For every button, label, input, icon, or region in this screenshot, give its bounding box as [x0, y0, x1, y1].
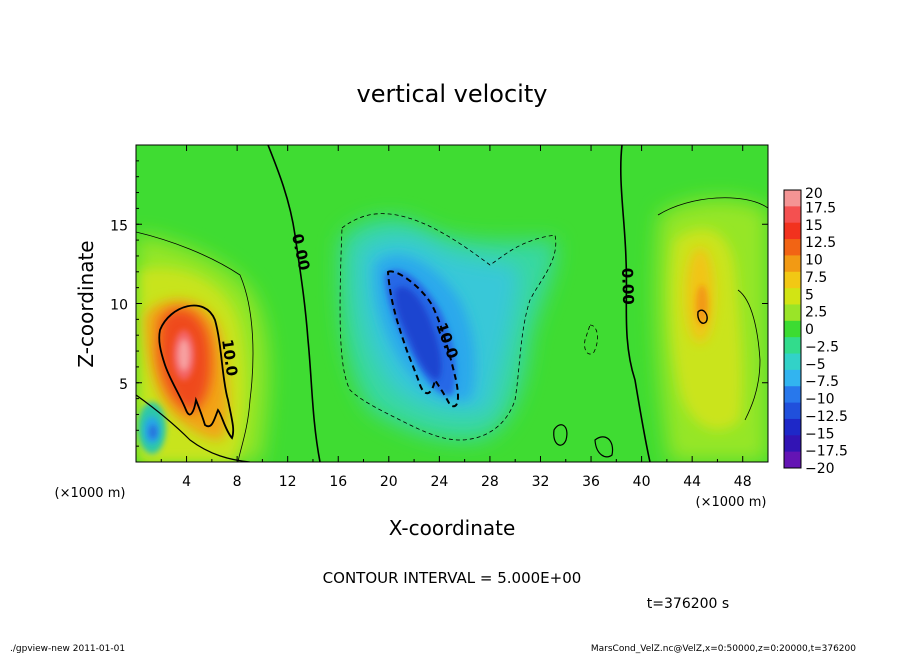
plot-area	[136, 145, 768, 462]
y-axis-label: Z-coordinate	[74, 240, 98, 367]
colorbar-label: −10	[805, 392, 835, 408]
contour-ten-center	[386, 270, 459, 408]
x-axis-unit: (×1000 m)	[696, 495, 767, 510]
colorbar-swatch	[784, 288, 801, 305]
contour-ten-right	[697, 309, 708, 324]
x-tick-label: 48	[734, 474, 752, 490]
x-tick-label: 4	[182, 474, 191, 490]
colorbar-swatch	[784, 402, 801, 420]
colorbar-swatch	[784, 255, 801, 273]
contour-interval-text: CONTOUR INTERVAL = 5.000E+00	[323, 569, 582, 587]
contour-five-right	[657, 197, 768, 216]
x-tick-label: 28	[481, 474, 499, 490]
contour-label: 10.0	[218, 338, 241, 377]
contour-label: 0.00	[618, 268, 637, 306]
x-tick-label: 40	[633, 474, 651, 490]
contour-five-left	[136, 231, 254, 462]
colorbar-swatch	[784, 435, 801, 453]
x-tick-label: 36	[582, 474, 600, 490]
x-tick-label: 24	[430, 474, 448, 490]
footer-right: MarsCond_VelZ.nc@VelZ,x=0:50000,z=0:2000…	[591, 644, 856, 654]
colorbar-label: −15	[805, 426, 835, 442]
contour-zero-small-1	[553, 424, 568, 446]
y-axis-unit: (×1000 m)	[55, 486, 126, 501]
contour-zero-right	[620, 145, 651, 462]
colorbar-swatch	[784, 337, 801, 355]
colorbar-label: −12.5	[805, 409, 848, 425]
colorbar-label: −20	[805, 461, 835, 477]
updraft-right-region	[655, 199, 768, 462]
x-tick-label: 20	[380, 474, 398, 490]
y-tick-label: 5	[119, 377, 128, 393]
colorbar-label: 5	[805, 287, 814, 303]
colorbar-swatch	[784, 451, 801, 469]
x-axis-label: X-coordinate	[389, 516, 516, 540]
time-stamp: t=376200 s	[647, 596, 729, 612]
x-tick-label: 44	[683, 474, 701, 490]
y-tick-label: 10	[110, 298, 128, 314]
colorbar-label: 12.5	[805, 235, 836, 251]
x-tick-label: 32	[532, 474, 550, 490]
colorbar-swatch	[784, 320, 801, 338]
colorbar-swatch	[784, 304, 801, 322]
contour-zero-left	[267, 145, 321, 462]
colorbar-label: 2.5	[805, 305, 827, 321]
x-tick-label: 16	[329, 474, 347, 490]
colorbar-swatch	[784, 222, 801, 240]
colorbar-label: −17.5	[805, 444, 848, 460]
colorbar-swatch	[784, 386, 801, 404]
colorbar-swatch	[784, 206, 801, 224]
contour-ten-left	[158, 304, 235, 440]
colorbar-swatch	[784, 418, 801, 436]
colorbar-label: 0	[805, 322, 814, 338]
x-axis: 4 8 12 16 20 24 28 32 36 40 44 48	[160, 145, 752, 490]
colorbar-label: 20	[805, 186, 823, 202]
contour-zero-small-2	[594, 436, 614, 458]
colorbar-swatch	[784, 239, 801, 256]
downdraft-center-region	[339, 217, 556, 441]
contour-five-right-inner	[737, 289, 761, 421]
colorbar-label: 10	[805, 253, 823, 269]
x-tick-label: 8	[233, 474, 242, 490]
colorbar-label: −2.5	[805, 339, 839, 355]
chart-title: vertical velocity	[357, 80, 548, 108]
colorbar-swatch	[784, 353, 801, 371]
colorbar-swatch	[784, 190, 801, 207]
y-tick-label: 15	[110, 218, 128, 234]
colorbar-label: 17.5	[805, 200, 836, 216]
contour-lines	[136, 145, 768, 462]
contour-zero-bottom-left	[136, 394, 251, 462]
colorbar-swatch	[784, 369, 801, 387]
colorbar-frame	[783, 189, 802, 469]
colorbar-label: −7.5	[805, 374, 839, 390]
contour-minus-five-small	[584, 324, 598, 355]
colorbar-label: 7.5	[805, 270, 827, 286]
x-tick-label: 12	[279, 474, 297, 490]
downdraft-left-region	[138, 402, 166, 454]
colorbar-label: −5	[805, 357, 826, 373]
colorbar-label: 15	[805, 218, 823, 234]
contour-minus-five-center	[339, 213, 557, 441]
footer-left: ./gpview-new 2011-01-01	[10, 644, 125, 654]
colorbar-swatch	[784, 271, 801, 289]
y-axis: 5 10 15	[110, 160, 768, 447]
